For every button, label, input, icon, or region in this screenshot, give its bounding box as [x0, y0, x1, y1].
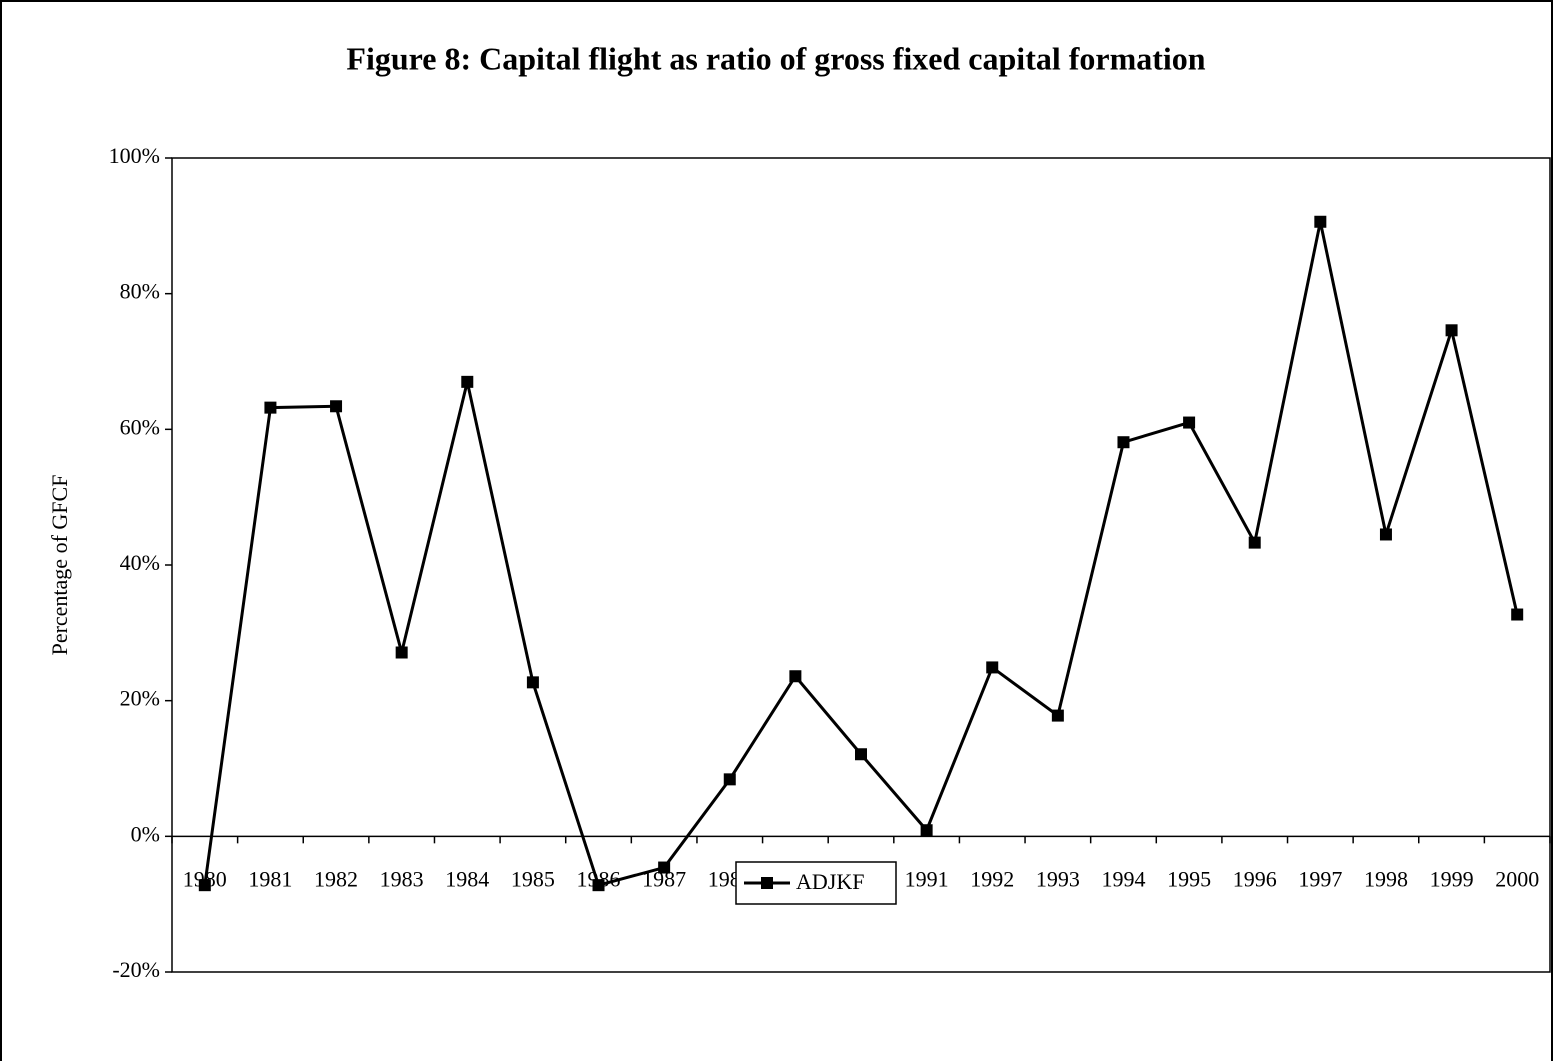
- y-tick-label: 100%: [109, 143, 160, 168]
- y-tick-label: 0%: [131, 821, 160, 846]
- data-point: [1117, 436, 1130, 449]
- x-tick-label: 1995: [1167, 866, 1211, 891]
- y-tick-label: -20%: [112, 957, 160, 982]
- data-point: [723, 773, 736, 786]
- data-point: [1314, 215, 1327, 228]
- x-tick-label: 1983: [380, 866, 424, 891]
- data-point: [461, 375, 474, 388]
- data-point: [658, 861, 671, 874]
- data-point: [1248, 536, 1261, 549]
- x-tick-label: 1994: [1101, 866, 1145, 891]
- data-point: [986, 661, 999, 674]
- x-tick-label: 1992: [970, 866, 1014, 891]
- x-tick-label: 1984: [445, 866, 489, 891]
- y-tick-label: 20%: [120, 686, 160, 711]
- x-tick-label: 1998: [1364, 866, 1408, 891]
- data-point: [1445, 324, 1458, 337]
- data-point: [526, 676, 539, 689]
- y-tick-label: 80%: [120, 279, 160, 304]
- data-point: [1051, 709, 1064, 722]
- data-point: [264, 401, 277, 414]
- legend-label: ADJKF: [796, 869, 864, 894]
- data-point: [198, 879, 211, 892]
- y-tick-label: 60%: [120, 414, 160, 439]
- data-point: [1511, 608, 1524, 621]
- x-tick-label: 1982: [314, 866, 358, 891]
- x-tick-label: 1981: [248, 866, 292, 891]
- y-tick-label: 40%: [120, 550, 160, 575]
- x-tick-label: 1991: [905, 866, 949, 891]
- x-tick-label: 1993: [1036, 866, 1080, 891]
- x-tick-label: 2000: [1495, 866, 1539, 891]
- data-point: [1379, 528, 1392, 541]
- data-line: [203, 221, 1519, 887]
- x-tick-label: 1985: [511, 866, 555, 891]
- data-point: [592, 879, 605, 892]
- data-point: [1183, 416, 1196, 429]
- x-tick-label: 1999: [1430, 866, 1474, 891]
- x-tick-label: 1996: [1233, 866, 1277, 891]
- data-point: [920, 824, 933, 837]
- chart-title: Figure 8: Capital flight as ratio of gro…: [346, 40, 1205, 76]
- x-tick-label: 1997: [1298, 866, 1342, 891]
- data-point: [855, 748, 867, 761]
- data-point: [395, 646, 408, 659]
- data-point: [789, 670, 802, 683]
- legend-marker: [761, 877, 773, 889]
- y-axis-label: Percentage of GFCF: [47, 475, 72, 656]
- data-point: [330, 400, 343, 413]
